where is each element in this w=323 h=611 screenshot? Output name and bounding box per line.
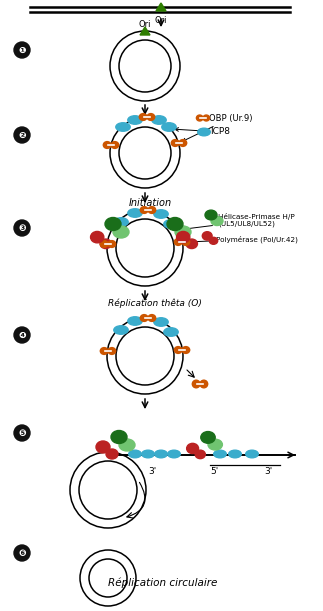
Ellipse shape <box>96 441 110 453</box>
Ellipse shape <box>229 450 241 458</box>
Ellipse shape <box>152 115 166 124</box>
Ellipse shape <box>139 114 147 120</box>
Ellipse shape <box>186 239 197 249</box>
Ellipse shape <box>119 439 135 451</box>
Ellipse shape <box>147 114 155 120</box>
Ellipse shape <box>162 123 176 131</box>
Text: ❸: ❸ <box>18 224 26 233</box>
Text: 5': 5' <box>210 467 218 476</box>
Ellipse shape <box>90 232 104 243</box>
Text: Hélicase-Primase H/P
(UL5/UL8/UL52): Hélicase-Primase H/P (UL5/UL8/UL52) <box>181 213 295 230</box>
Ellipse shape <box>116 123 130 131</box>
Ellipse shape <box>128 115 142 124</box>
Ellipse shape <box>100 241 108 247</box>
Text: ❷: ❷ <box>18 131 26 139</box>
Ellipse shape <box>142 450 154 458</box>
Text: 3': 3' <box>264 467 272 476</box>
Ellipse shape <box>211 216 223 225</box>
Ellipse shape <box>140 207 148 213</box>
Circle shape <box>14 327 30 343</box>
Ellipse shape <box>100 239 111 249</box>
Text: ICP8: ICP8 <box>175 128 230 136</box>
Ellipse shape <box>129 450 141 458</box>
Ellipse shape <box>203 115 210 121</box>
Ellipse shape <box>202 232 212 240</box>
Ellipse shape <box>148 315 156 321</box>
Ellipse shape <box>148 207 156 213</box>
Text: Ori: Ori <box>139 20 151 29</box>
Ellipse shape <box>205 210 217 220</box>
Ellipse shape <box>175 226 191 238</box>
Ellipse shape <box>128 316 142 325</box>
Text: ❶: ❶ <box>18 45 26 54</box>
Ellipse shape <box>114 218 128 226</box>
Ellipse shape <box>114 326 128 334</box>
Ellipse shape <box>196 115 203 121</box>
Circle shape <box>14 220 30 236</box>
Ellipse shape <box>179 139 187 147</box>
Ellipse shape <box>154 210 168 218</box>
Text: ❹: ❹ <box>18 331 26 340</box>
Polygon shape <box>140 27 150 35</box>
Text: ❺: ❺ <box>18 428 26 437</box>
Ellipse shape <box>177 232 190 243</box>
Circle shape <box>14 42 30 58</box>
Text: OBP (Ur.9): OBP (Ur.9) <box>182 114 253 141</box>
Ellipse shape <box>209 237 218 244</box>
Ellipse shape <box>111 431 127 444</box>
Ellipse shape <box>174 346 182 353</box>
Ellipse shape <box>113 226 129 238</box>
Ellipse shape <box>155 450 167 458</box>
Ellipse shape <box>201 431 215 443</box>
Ellipse shape <box>171 139 179 147</box>
Text: Réplication thêta (O): Réplication thêta (O) <box>108 298 202 307</box>
Ellipse shape <box>246 450 258 458</box>
Ellipse shape <box>128 209 142 218</box>
Ellipse shape <box>182 346 190 353</box>
Ellipse shape <box>105 218 121 230</box>
Ellipse shape <box>168 450 180 458</box>
Polygon shape <box>156 3 166 11</box>
Text: Ori: Ori <box>155 16 167 25</box>
Ellipse shape <box>164 327 178 336</box>
Text: Réplication circulaire: Réplication circulaire <box>108 578 218 588</box>
Ellipse shape <box>108 241 116 247</box>
Ellipse shape <box>214 450 226 458</box>
Ellipse shape <box>198 128 210 136</box>
Circle shape <box>14 127 30 143</box>
Ellipse shape <box>195 450 205 459</box>
Circle shape <box>14 545 30 561</box>
Ellipse shape <box>140 315 148 321</box>
Ellipse shape <box>111 142 119 148</box>
Circle shape <box>14 425 30 441</box>
Ellipse shape <box>108 348 116 354</box>
Text: ❻: ❻ <box>18 549 26 557</box>
Ellipse shape <box>106 449 118 459</box>
Ellipse shape <box>200 380 208 388</box>
Ellipse shape <box>100 348 108 354</box>
Ellipse shape <box>187 444 199 453</box>
Ellipse shape <box>167 218 183 230</box>
Text: Polymérase (Pol/Ur.42): Polymérase (Pol/Ur.42) <box>191 235 298 243</box>
Text: 3': 3' <box>148 467 156 476</box>
Ellipse shape <box>154 318 168 326</box>
Ellipse shape <box>164 220 178 229</box>
Ellipse shape <box>192 380 200 388</box>
Ellipse shape <box>174 239 182 246</box>
Ellipse shape <box>103 142 111 148</box>
Text: Initiation: Initiation <box>129 198 172 208</box>
Ellipse shape <box>182 239 190 246</box>
Ellipse shape <box>208 439 223 450</box>
